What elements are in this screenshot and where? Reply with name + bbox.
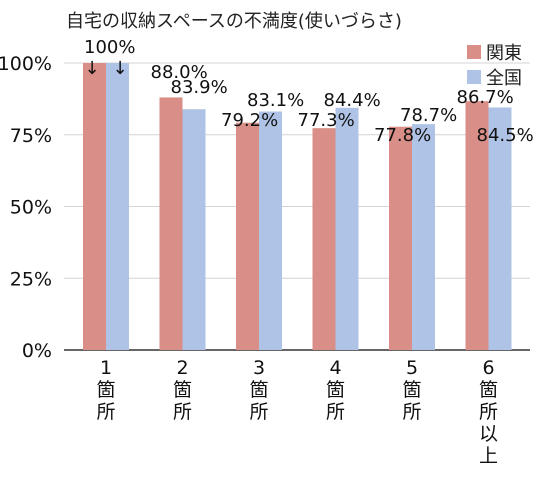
y-tick-label: 0% xyxy=(22,340,52,362)
category-label: 1 xyxy=(100,357,112,379)
y-tick-label: 100% xyxy=(0,53,52,75)
arrow-kanto: ↓ xyxy=(84,58,99,79)
category-label: 所 xyxy=(479,401,498,423)
bar-kanto xyxy=(236,122,259,350)
category-label: 6 xyxy=(482,357,494,379)
category-label: 上 xyxy=(479,445,498,467)
category-label: 以 xyxy=(479,423,498,445)
bar-zenkoku xyxy=(182,109,206,350)
category-label: 所 xyxy=(96,401,115,423)
category-label: 所 xyxy=(402,401,421,423)
bar-kanto xyxy=(465,101,489,351)
y-axis-ticks: 0% 25% 50% 75% 100% xyxy=(0,53,52,362)
category-label: 5 xyxy=(406,357,418,379)
bar-kanto xyxy=(83,63,106,350)
data-label-zenkoku: 83.1% xyxy=(247,90,304,111)
legend-swatch-kanto xyxy=(467,45,481,59)
category-label: 3 xyxy=(253,357,265,379)
category-label: 所 xyxy=(326,401,345,423)
category-label: 所 xyxy=(249,401,268,423)
data-label-zenkoku: 84.5% xyxy=(477,125,534,146)
category-label: 箇 xyxy=(479,379,498,401)
category-label: 箇 xyxy=(402,379,421,401)
data-label-zenkoku: 83.9% xyxy=(171,77,228,98)
gridlines xyxy=(64,62,530,351)
y-tick-label: 25% xyxy=(10,268,52,290)
category-label: 箇 xyxy=(173,379,192,401)
bar-kanto xyxy=(312,128,336,350)
bar-zenkoku xyxy=(335,107,359,350)
data-label-kanto: 100% xyxy=(84,37,135,58)
legend-label-zenkoku: 全国 xyxy=(486,68,522,89)
chart-title: 自宅の収納スペースの不満度(使いづらさ) xyxy=(66,11,402,32)
data-label-zenkoku: 78.7% xyxy=(400,105,457,126)
legend: 関東 全国 xyxy=(467,43,522,89)
y-tick-label: 50% xyxy=(10,197,52,219)
data-label-kanto: 79.2% xyxy=(221,110,278,131)
bars xyxy=(83,63,512,351)
y-tick-label: 75% xyxy=(10,125,52,147)
bar-kanto xyxy=(159,97,183,350)
bar-zenkoku xyxy=(259,111,282,351)
arrow-zenkoku: ↓ xyxy=(112,58,127,79)
data-label-kanto: 77.3% xyxy=(298,110,355,131)
bar-zenkoku xyxy=(412,124,435,350)
bar-zenkoku xyxy=(106,63,129,350)
data-labels: 100% 88.0%83.9% 79.2%83.1%77.3%84.4% 77.8%7… xyxy=(84,37,534,146)
category-label: 2 xyxy=(176,357,188,379)
legend-label-kanto: 関東 xyxy=(486,43,522,64)
category-label: 箇 xyxy=(96,379,115,401)
category-label: 箇 xyxy=(249,379,268,401)
data-label-zenkoku: 84.4% xyxy=(324,90,381,111)
data-label-kanto: 88.0% xyxy=(151,62,208,83)
category-label: 所 xyxy=(173,401,192,423)
legend-swatch-zenkoku xyxy=(467,70,481,84)
bar-kanto xyxy=(389,126,412,351)
category-label: 箇 xyxy=(326,379,345,401)
data-label-kanto: 77.8% xyxy=(374,125,431,146)
data-label-kanto: 86.7% xyxy=(457,87,514,108)
bar-zenkoku xyxy=(488,107,512,350)
category-label: 4 xyxy=(329,357,341,379)
